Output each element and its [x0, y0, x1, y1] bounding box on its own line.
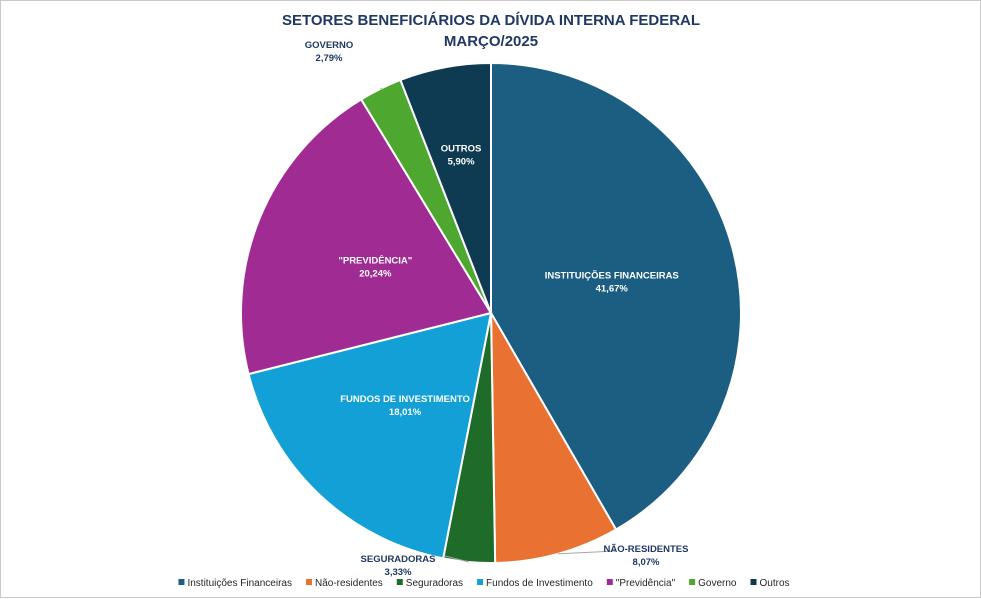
pie-slice-fundos-de-investimento — [247, 311, 493, 560]
slice-value-nao-residentes: 8,07% — [633, 557, 660, 568]
legend-label-nao-residentes: Não-residentes — [315, 578, 383, 589]
pie-slice-previdencia — [240, 97, 493, 376]
legend-swatch-seguradoras — [396, 579, 403, 585]
slice-label-fundos-de-investimento: FUNDOS DE INVESTIMENTO — [340, 394, 470, 405]
legend-label-previdencia: "Previdência" — [616, 578, 676, 589]
slice-value-governo: 2,79% — [316, 53, 343, 64]
legend-swatch-fundos-de-investimento — [477, 579, 484, 585]
legend-label-seguradoras: Seguradoras — [406, 578, 463, 589]
slice-value-instituicoes-financeiras: 41,67% — [596, 284, 629, 295]
leader-line-seguradoras — [444, 555, 470, 563]
slice-value-outros: 5,90% — [448, 156, 475, 167]
legend: Instituições Financeiras Não-residentes Se… — [178, 578, 790, 589]
legend-label-instituicoes-financeiras: Instituições Financeiras — [187, 578, 292, 589]
slice-labels: INSTITUIÇÕES FINANCEIRAS 41,67% NÃO-RESIDE… — [305, 40, 689, 578]
pie-slice-outros — [399, 61, 492, 314]
legend-swatch-instituicoes-financeiras — [178, 579, 185, 585]
pie-slice-instituicoes-financeiras — [490, 61, 742, 531]
slice-label-governo: GOVERNO — [305, 40, 354, 51]
leader-line-governo — [380, 87, 383, 90]
slice-value-seguradoras: 3,33% — [385, 567, 412, 578]
pie-slice-nao-residentes — [489, 309, 618, 564]
legend-label-governo: Governo — [698, 578, 737, 589]
slice-label-nao-residentes: NÃO-RESIDENTES — [604, 544, 689, 555]
leader-lines — [380, 87, 616, 563]
legend-swatch-outros — [750, 579, 757, 585]
slice-label-seguradoras: SEGURADORAS — [361, 554, 436, 565]
legend-swatch-nao-residentes — [305, 579, 312, 585]
pie-slices — [240, 61, 742, 564]
legend-label-outros: Outros — [760, 578, 790, 589]
slice-label-instituicoes-financeiras: INSTITUIÇÕES FINANCEIRAS — [545, 271, 679, 282]
legend-swatch-previdencia — [606, 579, 613, 585]
slice-value-fundos-de-investimento: 18,01% — [389, 407, 422, 418]
chart-subtitle: MARÇO/2025 — [444, 33, 538, 50]
slice-label-previdencia: "PREVIDÊNCIA" — [338, 255, 412, 267]
chart-title: SETORES BENEFICIÁRIOS DA DÍVIDA INTERNA … — [282, 12, 700, 29]
legend-swatch-governo — [689, 579, 696, 585]
leader-line-nao-residentes — [557, 550, 616, 555]
legend-label-fundos-de-investimento: Fundos de Investimento — [486, 578, 593, 589]
slice-label-outros: OUTROS — [441, 143, 482, 154]
slice-value-previdencia: 20,24% — [359, 269, 392, 280]
